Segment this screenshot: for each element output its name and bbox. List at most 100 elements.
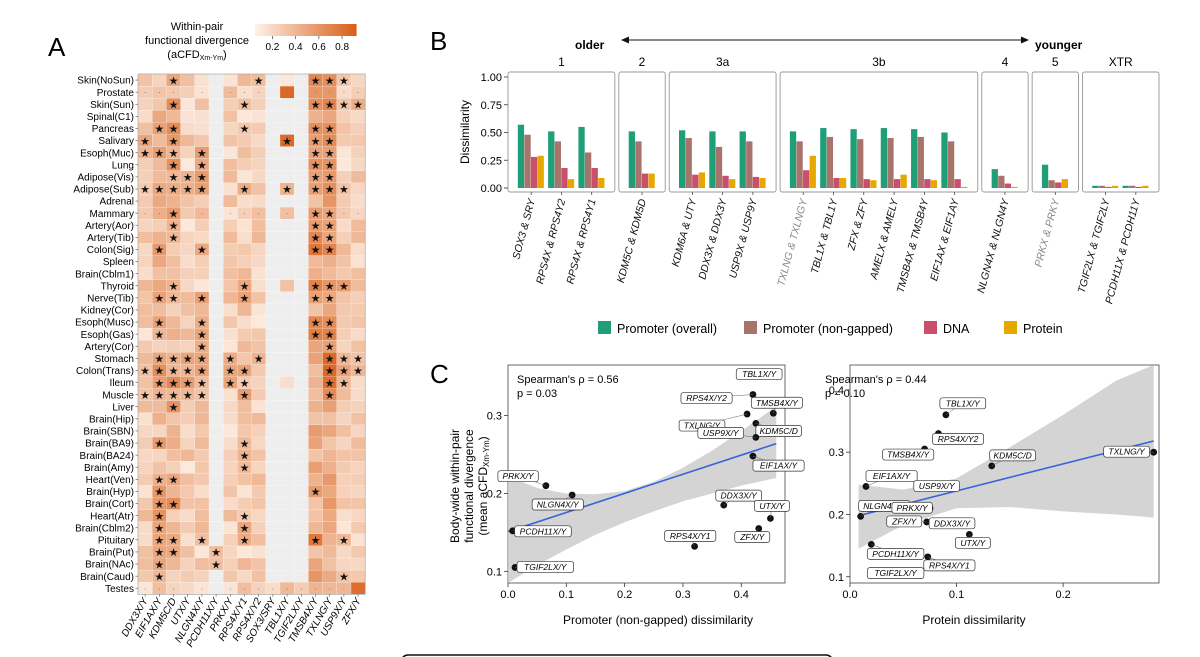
significance-star-icon: ★ [169, 281, 179, 293]
younger-label: younger [1035, 38, 1083, 52]
significance-star-icon: ★ [197, 245, 207, 257]
heatmap-cell [137, 73, 153, 87]
heatmap-cell [208, 243, 224, 256]
significance-star-icon: ★ [240, 99, 250, 111]
heatmap-cell [237, 110, 252, 123]
heatmap-cell [308, 424, 323, 438]
significance-star-icon: ★ [339, 75, 349, 87]
point-label-box [891, 501, 933, 514]
significance-star-icon: ★ [154, 378, 164, 390]
heatmap-cell [237, 485, 252, 498]
y-tick-label: 0.1 [487, 566, 502, 578]
heatmap-cell [251, 509, 267, 523]
heatmap-row-label: Adipose(Sub) [73, 185, 134, 196]
heatmap-cell [251, 146, 267, 160]
pair-label: DDX3X & DDX3Y [696, 197, 729, 281]
y-tick-label: 0.1 [829, 572, 844, 584]
heatmap-cell [208, 303, 224, 317]
color-scale-step [333, 24, 337, 36]
heatmap-cell [237, 352, 252, 365]
heatmap-cell [180, 327, 196, 341]
heatmap-cell [294, 85, 309, 99]
legend-label: Protein [1023, 322, 1063, 336]
significance-star-icon: ★ [197, 160, 207, 172]
heatmap-cell [223, 291, 238, 305]
heatmap-cell [308, 110, 323, 123]
scatter-right-p: p = 0.10 [825, 388, 865, 400]
heatmap-cell [279, 436, 295, 450]
heatmap-cell [137, 545, 153, 559]
heatmap-cell [251, 545, 267, 559]
heatmap-cell [308, 303, 323, 317]
non-significant-dot-icon: · [357, 584, 360, 593]
heatmap-cell [137, 521, 153, 535]
scatter-right-rho: Spearman's ρ = 0.44 [825, 374, 927, 386]
heatmap-cell [152, 461, 167, 474]
pair-label: NLGN4X & NLGN4Y [975, 197, 1012, 295]
heatmap-cell [194, 122, 210, 135]
heatmap-cell [137, 158, 153, 172]
bar [954, 179, 961, 188]
heatmap-cell [279, 533, 295, 547]
bar [998, 175, 1005, 188]
significance-star-icon: ★ [154, 317, 164, 329]
heatmap-row-label: Thyroid [101, 281, 134, 292]
legend-title-line3: (aCFDXm-Ym) [167, 49, 226, 62]
heatmap-cell [350, 545, 366, 559]
heatmap-cell [194, 255, 210, 268]
color-scale-step [285, 24, 289, 36]
pair-label: AMELX & AMELY [868, 197, 902, 282]
heatmap-cell [152, 303, 167, 317]
legend-label: Promoter (non-gapped) [763, 322, 893, 336]
bar [752, 176, 760, 188]
point-label-box [680, 392, 733, 404]
heatmap-cell [194, 231, 210, 244]
significance-star-icon: ★ [240, 366, 250, 378]
heatmap-cell [237, 231, 252, 244]
heatmap-cell [194, 194, 210, 208]
non-significant-dot-icon: · [144, 209, 147, 218]
significance-star-icon: ★ [154, 559, 164, 571]
heatmap-cell [180, 545, 196, 559]
heatmap-cell [265, 436, 281, 450]
significance-star-icon: ★ [325, 148, 335, 160]
heatmap-cell [194, 219, 210, 232]
heatmap-cell [208, 436, 224, 450]
color-scale-step [302, 24, 307, 36]
significance-star-icon: ★ [169, 475, 179, 487]
non-significant-dot-icon: · [328, 88, 331, 97]
bar [917, 136, 924, 188]
heatmap-cell [350, 473, 366, 486]
heatmap-cell [294, 73, 309, 87]
bar [715, 146, 723, 188]
heatmap-cell [279, 194, 295, 208]
color-scale-step [318, 24, 322, 36]
confidence-band [508, 406, 777, 583]
heatmap-cell [152, 98, 167, 111]
heatmap-cell [208, 315, 224, 329]
point-label: TBL1X/Y [742, 369, 777, 379]
heatmap-cell [279, 327, 295, 341]
heatmap-cell [208, 219, 224, 232]
color-scale-step [305, 24, 309, 36]
heatmap-cell [180, 497, 196, 510]
heatmap-cell [208, 533, 224, 547]
heatmap-cell [336, 291, 352, 305]
heatmap-cell [152, 412, 167, 426]
heatmap-cell [137, 509, 153, 523]
heatmap-cell [279, 485, 295, 498]
significance-star-icon: ★ [154, 523, 164, 535]
heatmap-cell [265, 255, 281, 268]
heatmap-cell [350, 291, 366, 305]
significance-star-icon: ★ [197, 293, 207, 305]
point-label: RPS4X/Y1 [929, 560, 970, 570]
heatmap-cell [208, 340, 224, 353]
heatmap-cell [251, 327, 267, 341]
heatmap-cell [137, 279, 153, 293]
significance-star-icon: ★ [240, 184, 250, 196]
heatmap-cell [137, 473, 153, 486]
point-label: TGIF2LX/Y [524, 562, 568, 572]
heatmap-cell [208, 122, 224, 135]
heatmap-cell [294, 364, 309, 377]
heatmap-cell [350, 219, 366, 232]
